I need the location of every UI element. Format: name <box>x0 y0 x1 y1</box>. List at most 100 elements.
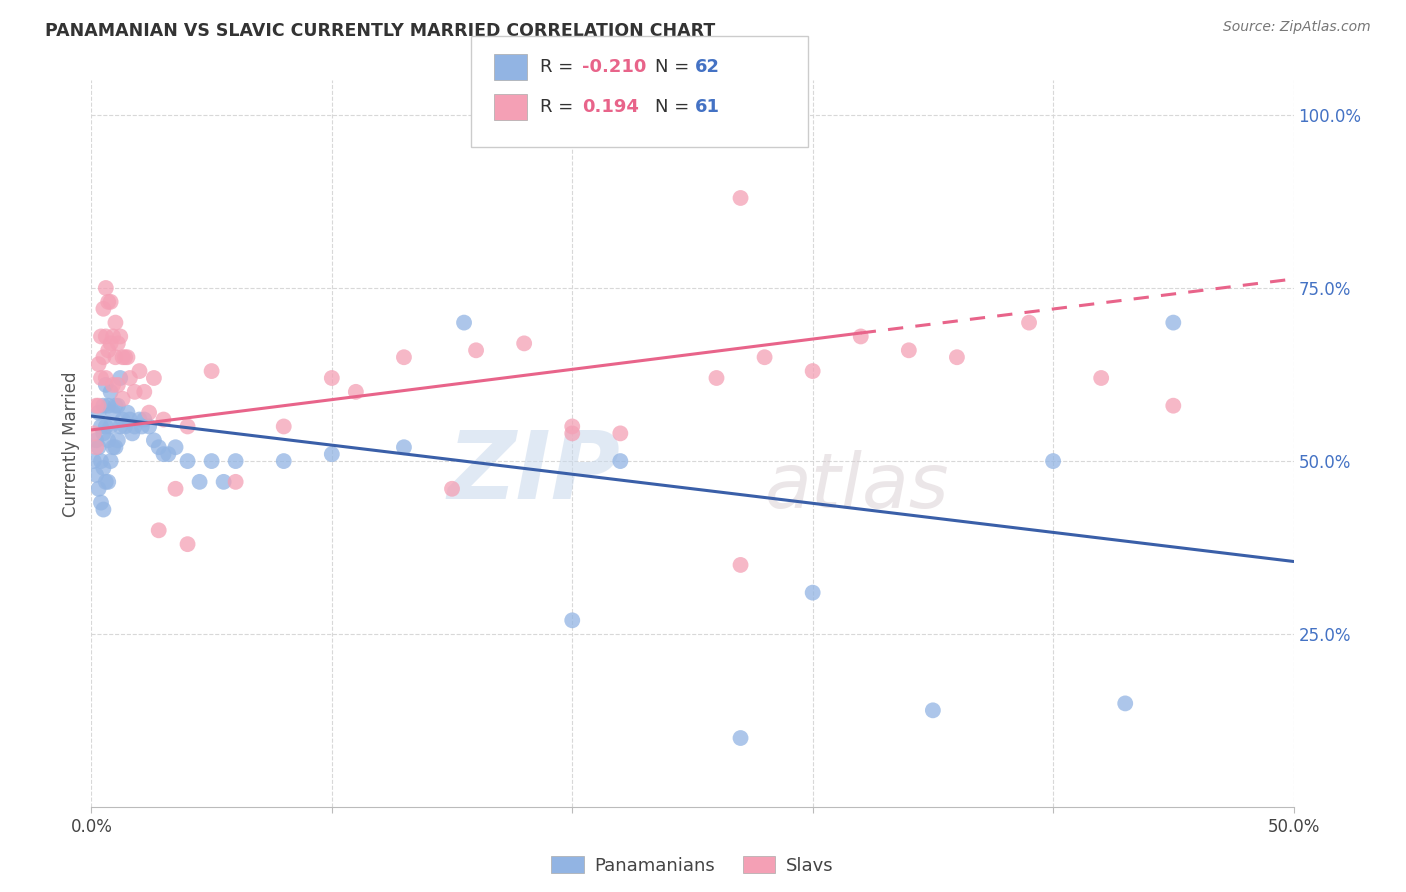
Point <box>142 371 165 385</box>
Point <box>730 191 752 205</box>
Point <box>111 412 134 426</box>
Point <box>97 294 120 309</box>
Point <box>87 399 110 413</box>
Point <box>107 378 129 392</box>
Point <box>849 329 872 343</box>
Point <box>201 364 224 378</box>
Point <box>1018 316 1040 330</box>
Point <box>922 703 945 717</box>
Point <box>104 316 127 330</box>
Point <box>128 412 150 426</box>
Point <box>440 482 463 496</box>
Text: R =: R = <box>540 58 579 76</box>
Point <box>1090 371 1112 385</box>
Point <box>94 281 117 295</box>
Point <box>609 454 631 468</box>
Point <box>131 419 153 434</box>
Point <box>730 558 752 572</box>
Point <box>118 371 141 385</box>
Point <box>1161 399 1184 413</box>
Text: 61: 61 <box>695 98 720 116</box>
Point <box>94 419 117 434</box>
Point <box>110 329 132 343</box>
Text: -0.210: -0.210 <box>582 58 647 76</box>
Point <box>100 294 122 309</box>
Point <box>104 440 127 454</box>
Point <box>90 495 112 509</box>
Point <box>90 371 112 385</box>
Point <box>84 467 107 482</box>
Point <box>84 399 107 413</box>
Point <box>100 419 122 434</box>
Point <box>453 316 475 330</box>
Point <box>273 454 295 468</box>
Point <box>97 343 120 358</box>
Point <box>101 440 124 454</box>
Point <box>392 350 415 364</box>
Point <box>114 419 136 434</box>
Point <box>87 482 110 496</box>
Point <box>165 440 187 454</box>
Point <box>801 364 824 378</box>
Text: Source: ZipAtlas.com: Source: ZipAtlas.com <box>1223 20 1371 34</box>
Point <box>83 426 105 441</box>
Point <box>107 434 129 448</box>
Point <box>114 350 136 364</box>
Point <box>87 357 110 371</box>
Point <box>152 412 174 426</box>
Point <box>124 384 146 399</box>
Point <box>107 336 129 351</box>
Point <box>111 392 134 406</box>
Point <box>97 399 120 413</box>
Point <box>104 350 127 364</box>
Legend: Panamanians, Slavs: Panamanians, Slavs <box>544 849 841 882</box>
Point <box>201 454 224 468</box>
Point <box>344 384 367 399</box>
Point <box>84 434 107 448</box>
Point <box>706 371 728 385</box>
Point <box>118 412 141 426</box>
Point <box>609 426 631 441</box>
Point <box>165 482 187 496</box>
Point <box>134 412 156 426</box>
Point <box>93 399 115 413</box>
Point <box>148 524 170 538</box>
Point <box>94 378 117 392</box>
Point <box>124 419 146 434</box>
Point <box>321 447 343 461</box>
Point <box>104 399 127 413</box>
Point <box>117 406 139 420</box>
Point <box>465 343 488 358</box>
Point <box>176 419 198 434</box>
Point <box>1042 454 1064 468</box>
Point <box>97 434 120 448</box>
Point <box>138 419 160 434</box>
Text: ZIP: ZIP <box>447 427 620 519</box>
Point <box>561 426 583 441</box>
Point <box>121 426 143 441</box>
Point <box>93 301 115 316</box>
Point <box>100 336 122 351</box>
Point <box>188 475 211 489</box>
Point <box>212 475 235 489</box>
Point <box>107 399 129 413</box>
Point <box>101 329 124 343</box>
Point <box>946 350 969 364</box>
Point <box>93 461 115 475</box>
Point <box>110 419 132 434</box>
Point <box>83 454 105 468</box>
Text: N =: N = <box>655 58 695 76</box>
Point <box>93 502 115 516</box>
Point <box>513 336 536 351</box>
Point <box>754 350 776 364</box>
Point <box>87 440 110 454</box>
Point <box>561 419 583 434</box>
Point <box>94 475 117 489</box>
Point <box>93 350 115 364</box>
Point <box>101 378 124 392</box>
Point <box>176 454 198 468</box>
Text: atlas: atlas <box>765 450 949 524</box>
Point <box>100 384 122 399</box>
Point <box>134 384 156 399</box>
Point <box>110 371 132 385</box>
